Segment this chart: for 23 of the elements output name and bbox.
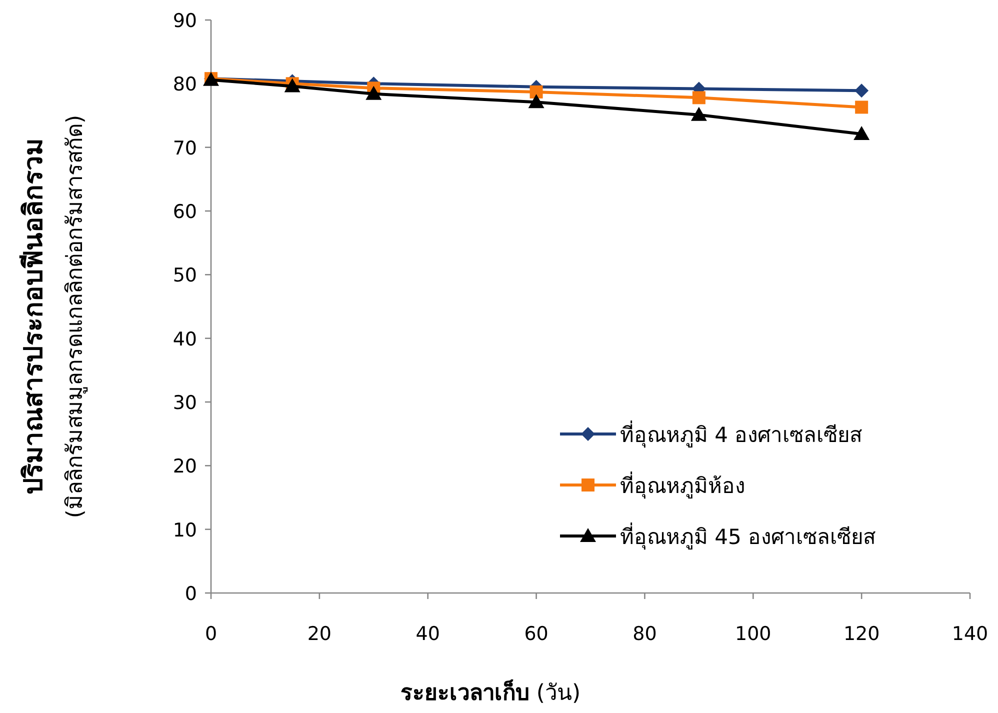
legend-label: ที่อุณหภูมิ 4 องศาเซลเซียส xyxy=(620,420,863,448)
y-tick-label: 0 xyxy=(184,583,197,605)
y-tick-label: 20 xyxy=(172,456,197,478)
x-tick-label: 40 xyxy=(416,623,440,645)
x-tick-label: 20 xyxy=(307,623,332,645)
y-axis-title: ปริมาณสารประกอบฟีนอลิกรวม (มิลลิกรัมสมมูลกรดแกลลิกต่อกรัมสารสกัด) xyxy=(19,114,88,518)
y-tick-label: 70 xyxy=(172,137,197,160)
x-axis-title: ระยะเวลาเก็บ (วัน) xyxy=(400,678,581,706)
y-tick-label: 60 xyxy=(172,201,197,223)
x-tick-label: 100 xyxy=(735,623,772,645)
x-tick-label: 0 xyxy=(204,623,218,645)
x-tick-label: 120 xyxy=(843,623,880,645)
y-tick-label: 50 xyxy=(172,264,197,287)
legend-label: ที่อุณหภูมิห้อง xyxy=(620,471,745,499)
y-tick-label: 80 xyxy=(172,74,197,96)
y-tick-label: 90 xyxy=(172,10,197,32)
x-tick-label: 60 xyxy=(524,623,548,645)
x-tick-label: 140 xyxy=(952,623,988,645)
x-tick-label: 80 xyxy=(632,623,657,645)
y-tick-label: 30 xyxy=(172,392,197,414)
legend-label: ที่อุณหภูมิ 45 องศาเซลเซียส xyxy=(620,522,876,550)
y-tick-label: 10 xyxy=(172,519,197,542)
y-tick-label: 40 xyxy=(172,328,197,350)
